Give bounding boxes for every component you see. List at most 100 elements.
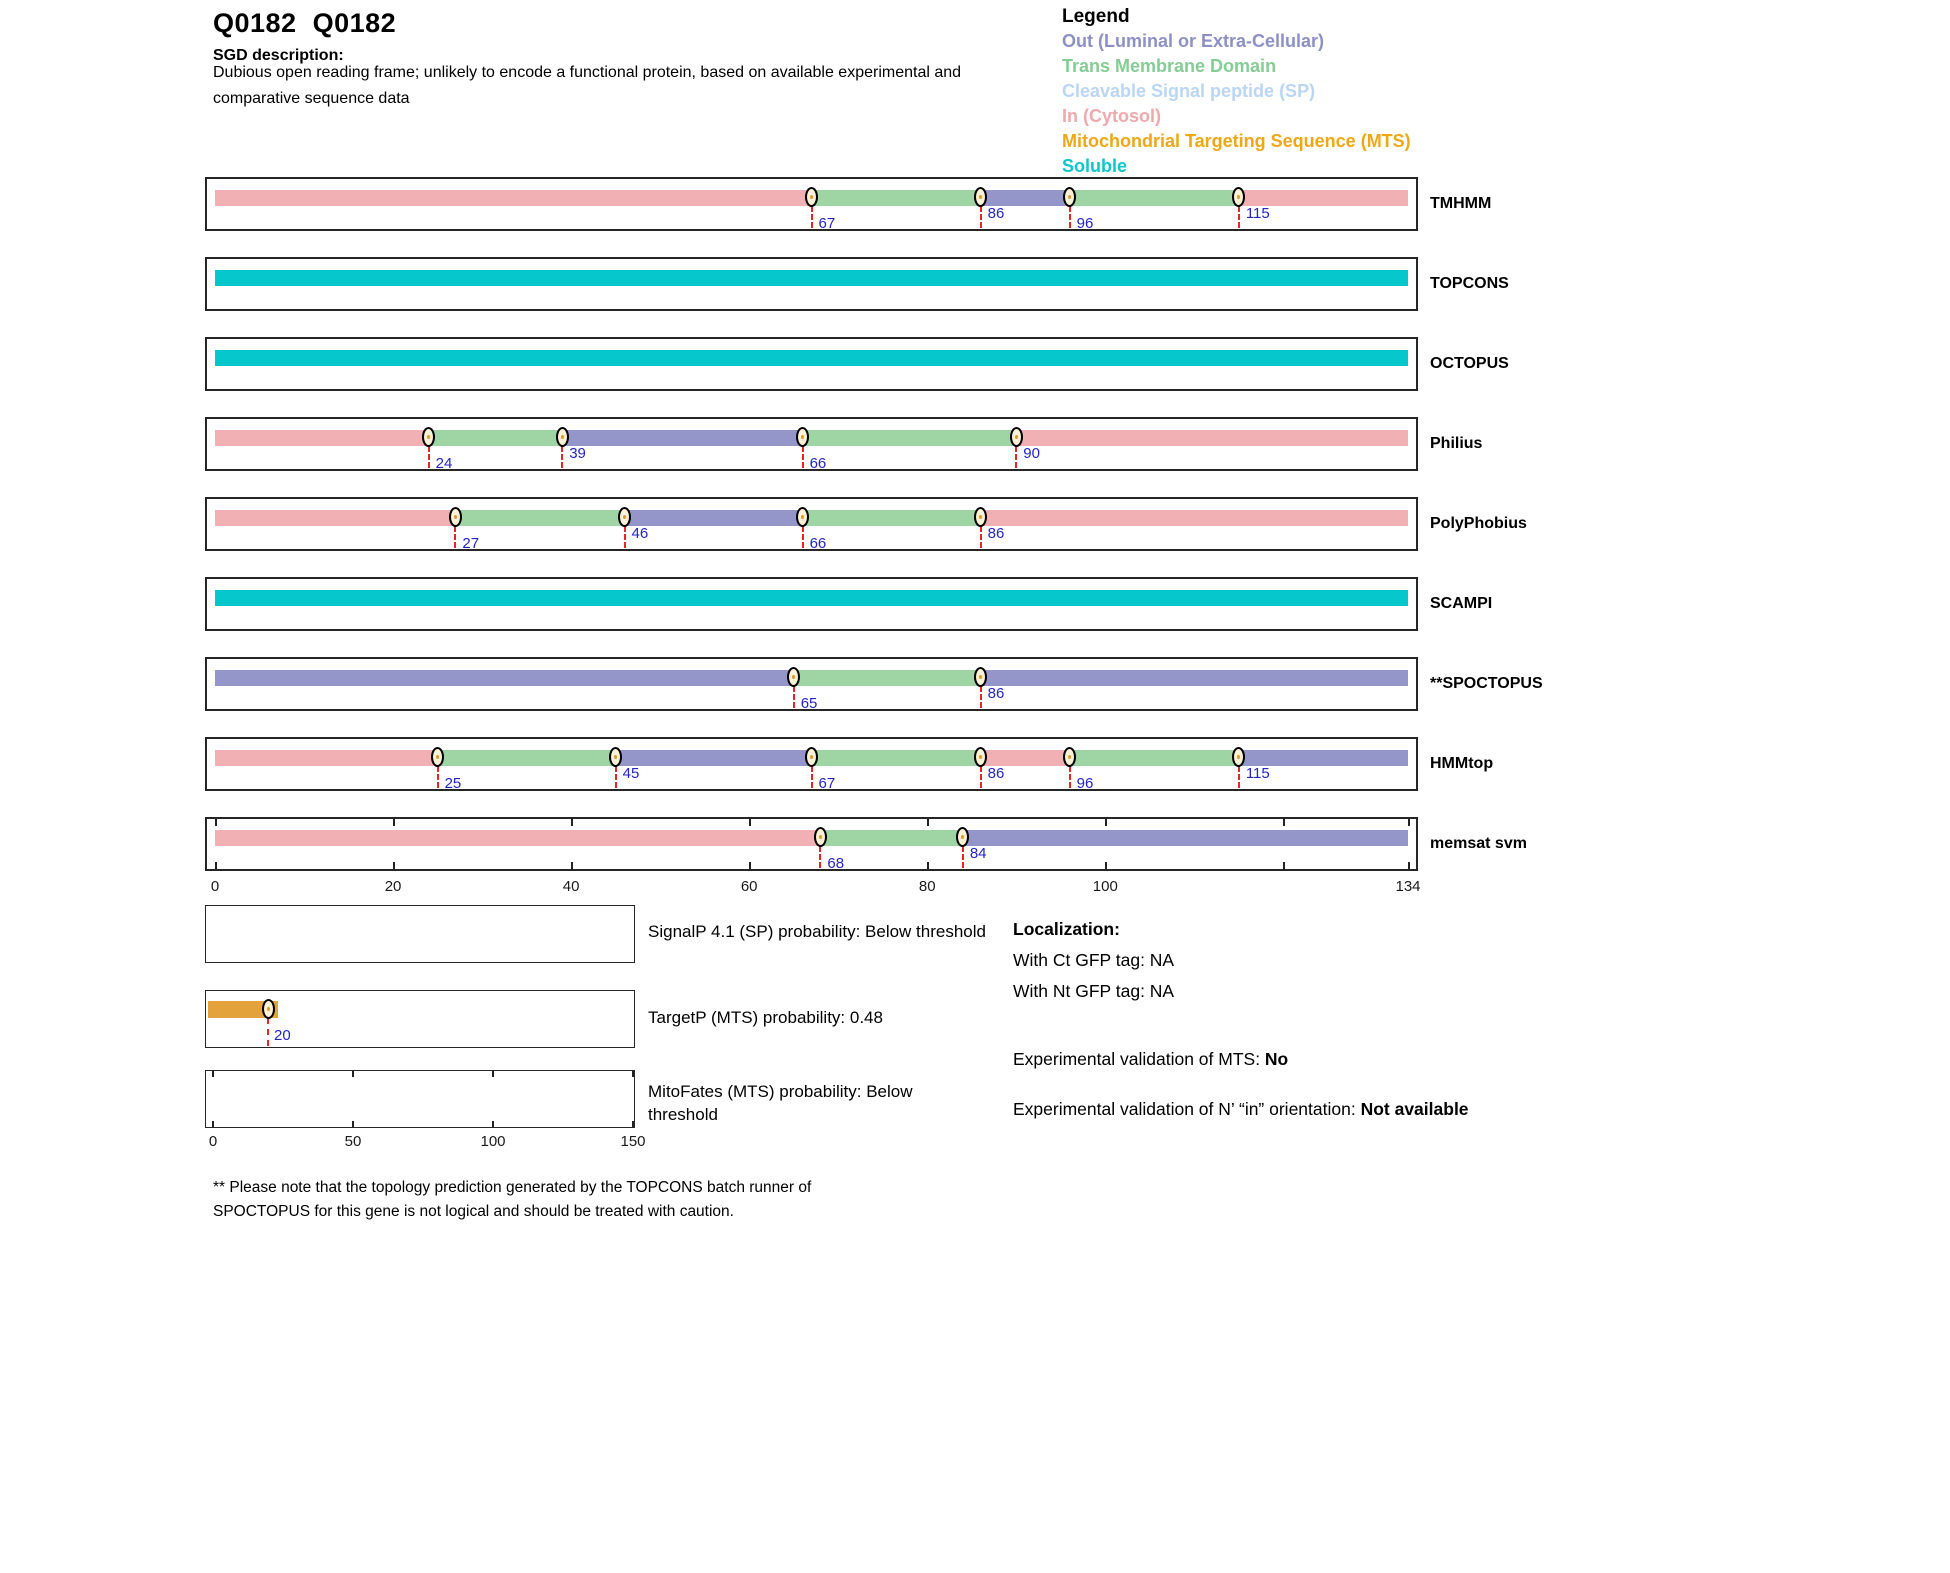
track-box: 24 39 66 90 <box>205 417 1418 472</box>
marker-dot <box>801 515 805 519</box>
axis-tick <box>1408 862 1410 869</box>
marker-dot <box>810 195 813 199</box>
marker-dot <box>801 435 805 439</box>
segment-in <box>215 190 812 206</box>
segment-tm <box>802 510 981 526</box>
axis-tick <box>927 819 930 826</box>
axis-tick <box>927 862 930 869</box>
sgd-description-label: SGD description: <box>213 47 344 64</box>
segment-out <box>962 830 1408 846</box>
axis-tick <box>571 862 574 869</box>
probability-axis-tick-label: 50 <box>344 1133 362 1150</box>
segment-out <box>980 670 1408 686</box>
track-row-topcons: TOPCONS <box>0 257 1950 311</box>
marker-value-label: 66 <box>809 535 827 552</box>
segment-tm <box>793 670 981 686</box>
axis-tick <box>215 819 217 826</box>
segment-out <box>980 190 1070 206</box>
position-marker <box>787 667 801 687</box>
marker-dash-line <box>614 766 617 788</box>
axis-tick <box>1105 862 1108 869</box>
legend: Legend Out (Luminal or Extra-Cellular) Tr… <box>1062 4 1411 179</box>
marker-value-label: 86 <box>987 765 1005 782</box>
position-marker <box>796 427 810 447</box>
nt-gfp-tag-text: With Nt GFP tag: NA <box>1013 981 1175 1001</box>
marker-value-label: 96 <box>1076 775 1094 792</box>
track-label-octopus: OCTOPUS <box>1430 355 1509 372</box>
track-box: 68 84 <box>205 817 1418 872</box>
track-box <box>205 577 1418 631</box>
axis-tick <box>352 1071 354 1077</box>
probability-box-signalp <box>205 905 635 963</box>
localization-title: Localization: <box>1013 919 1120 939</box>
segment-tm <box>811 190 981 206</box>
track-box: 25 45 67 86 96 115 <box>205 737 1418 792</box>
marker-dash-line <box>1015 446 1018 468</box>
position-marker <box>813 827 827 847</box>
sequence-axis-tick-label: 60 <box>740 878 758 895</box>
sequence-axis-tick-label: 40 <box>562 878 580 895</box>
marker-value-label: 66 <box>809 455 827 472</box>
marker-value-label: 86 <box>987 685 1005 702</box>
legend-title: Legend <box>1062 6 1130 27</box>
segment-in <box>215 510 456 526</box>
track-label-spoctopus: **SPOCTOPUS <box>1430 675 1543 692</box>
segment-in <box>215 830 821 846</box>
marker-dot <box>1237 755 1241 759</box>
track-label-memsatsvm: memsat svm <box>1430 835 1527 852</box>
track-row-octopus: OCTOPUS <box>0 337 1950 391</box>
sequence-axis-tick-label: 0 <box>210 878 220 895</box>
marker-dot <box>979 515 983 519</box>
marker-dot <box>979 195 983 199</box>
axis-tick <box>393 862 396 869</box>
segment-tm <box>1069 190 1239 206</box>
position-marker <box>1232 747 1246 767</box>
legend-items: Out (Luminal or Extra-Cellular) Trans Mem… <box>1062 29 1411 179</box>
position-marker <box>422 427 436 447</box>
axis-tick <box>632 1121 634 1127</box>
track-label-tmhmm: TMHMM <box>1430 195 1492 212</box>
axis-tick <box>571 819 574 826</box>
marker-dot <box>979 675 983 679</box>
marker-dot <box>1068 195 1072 199</box>
marker-dash-line <box>792 686 795 708</box>
marker-dash-line <box>979 526 982 548</box>
marker-dash-line <box>623 526 626 548</box>
marker-value-label: 67 <box>818 775 836 792</box>
track-box <box>205 257 1418 311</box>
position-marker <box>796 507 810 527</box>
marker-value-label: 46 <box>631 525 649 542</box>
mts-validation-value: No <box>1264 1049 1289 1069</box>
legend-item-sp: Cleavable Signal peptide (SP) <box>1062 81 1316 101</box>
segment-tm <box>811 750 981 766</box>
track-box: 67 86 96 115 <box>205 177 1418 232</box>
track-label-topcons: TOPCONS <box>1430 275 1509 292</box>
position-marker <box>1063 187 1077 207</box>
marker-dash-line <box>1068 766 1071 788</box>
spoctopus-footnote: ** Please note that the topology predict… <box>213 1176 811 1224</box>
segment-out <box>615 750 812 766</box>
position-marker <box>609 747 623 767</box>
marker-value-label: 84 <box>969 845 987 862</box>
segment-tm <box>802 430 1017 446</box>
marker-value-label: 25 <box>444 775 462 792</box>
marker-dash-line <box>979 686 982 708</box>
legend-item-tm: Trans Membrane Domain <box>1062 56 1277 76</box>
marker-dot <box>427 435 431 439</box>
sequence-axis-tick-label: 134 <box>1395 878 1421 895</box>
marker-dot <box>623 515 627 519</box>
position-marker <box>974 667 988 687</box>
segment-out <box>215 670 794 686</box>
axis-tick <box>352 1121 354 1127</box>
marker-dash-line <box>810 206 813 228</box>
mts-validation-label: Experimental validation of MTS: <box>1013 1049 1265 1069</box>
segment-soluble <box>215 590 1408 606</box>
marker-dot <box>810 755 813 759</box>
segment-soluble <box>215 270 1408 286</box>
position-marker <box>448 507 462 527</box>
axis-tick <box>492 1121 494 1127</box>
position-marker <box>1232 187 1246 207</box>
legend-item-out: Out (Luminal or Extra-Cellular) <box>1062 31 1325 51</box>
axis-tick <box>749 819 752 826</box>
